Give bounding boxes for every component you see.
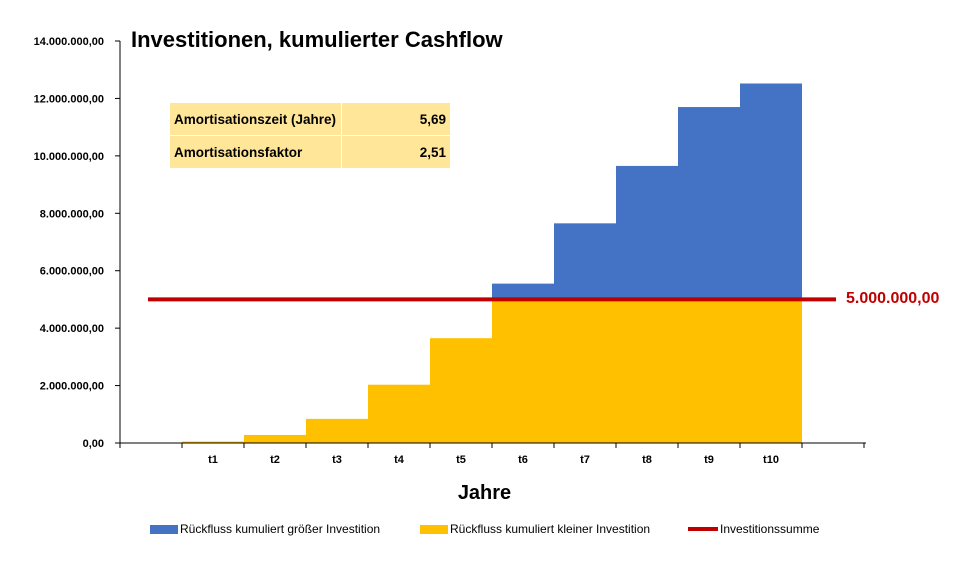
info-value: 5,69 (341, 102, 451, 136)
bar-kleiner-t6 (492, 299, 554, 443)
x-tick-label: t6 (518, 454, 528, 466)
bar-kleiner-t7 (554, 299, 616, 443)
info-table: Amortisationszeit (Jahre) 5,69 Amortisat… (169, 102, 451, 169)
bar-kleiner-t5 (430, 338, 492, 443)
legend-item-groesser: Rückfluss kumuliert größer Investition (150, 522, 380, 536)
y-tick-label: 12.000.000,00 (34, 93, 104, 105)
legend-item-investitionssumme: Investitionssumme (688, 522, 819, 536)
x-tick-label: t10 (763, 454, 779, 466)
info-label: Amortisationsfaktor (169, 135, 342, 169)
bar-kleiner-t1 (182, 441, 244, 443)
bar-groesser-t7 (554, 223, 616, 300)
bar-groesser-t10 (740, 83, 802, 300)
legend-label: Rückfluss kumuliert kleiner Investition (450, 522, 651, 536)
x-tick-label: t3 (332, 454, 342, 466)
legend-label: Investitionssumme (720, 522, 820, 536)
legend: Rückfluss kumuliert größer Investition R… (0, 522, 969, 538)
bar-kleiner-t9 (678, 299, 740, 443)
bar-kleiner-t3 (306, 418, 368, 443)
y-tick-label: 4.000.000,00 (40, 323, 104, 335)
y-tick-label: 0,00 (83, 438, 104, 450)
bar-kleiner-t2 (244, 434, 306, 443)
bar-kleiner-t8 (616, 299, 678, 443)
y-tick-label: 6.000.000,00 (40, 266, 104, 278)
reference-line-label: 5.000.000,00 (846, 290, 940, 307)
bar-groesser-t9 (678, 107, 740, 300)
x-tick-label: t9 (704, 454, 714, 466)
bar-groesser-t8 (616, 165, 678, 300)
info-value: 2,51 (341, 135, 451, 169)
info-row-amortisationszeit: Amortisationszeit (Jahre) 5,69 (169, 102, 451, 136)
bar-kleiner-t4 (368, 384, 430, 443)
legend-swatch (420, 524, 448, 534)
x-tick-label: t7 (580, 454, 590, 466)
x-tick-label: t1 (208, 454, 218, 466)
x-tick-label: t8 (642, 454, 652, 466)
x-tick-label: t4 (394, 454, 405, 466)
y-tick-label: 2.000.000,00 (40, 381, 104, 393)
chart-title: Investitionen, kumulierter Cashflow (131, 27, 503, 52)
legend-swatch (688, 527, 718, 531)
info-label: Amortisationszeit (Jahre) (169, 102, 342, 136)
x-tick-label: t5 (456, 454, 466, 466)
legend-swatch (150, 524, 178, 534)
y-tick-label: 10.000.000,00 (34, 151, 104, 163)
x-tick-label: t2 (270, 454, 280, 466)
info-row-amortisationsfaktor: Amortisationsfaktor 2,51 (169, 135, 451, 169)
x-axis-title: Jahre (457, 482, 512, 504)
y-tick-label: 14.000.000,00 (34, 36, 104, 48)
legend-label: Rückfluss kumuliert größer Investition (180, 522, 381, 536)
bar-groesser-t6 (492, 283, 554, 300)
bar-kleiner-t10 (740, 299, 802, 443)
legend-item-kleiner: Rückfluss kumuliert kleiner Investition (420, 522, 650, 536)
y-tick-label: 8.000.000,00 (40, 208, 104, 220)
